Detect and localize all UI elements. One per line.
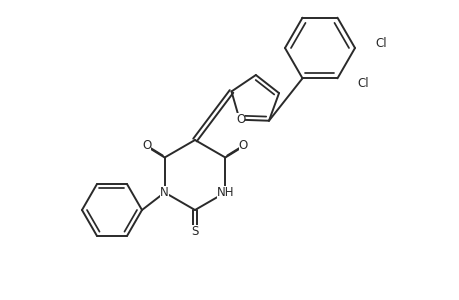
Text: O: O	[142, 139, 151, 152]
Text: O: O	[238, 139, 247, 152]
Text: S: S	[191, 226, 198, 238]
Text: N: N	[160, 186, 169, 199]
Text: O: O	[235, 113, 245, 126]
Text: Cl: Cl	[374, 37, 386, 50]
Text: NH: NH	[216, 186, 234, 199]
Text: Cl: Cl	[357, 77, 368, 90]
